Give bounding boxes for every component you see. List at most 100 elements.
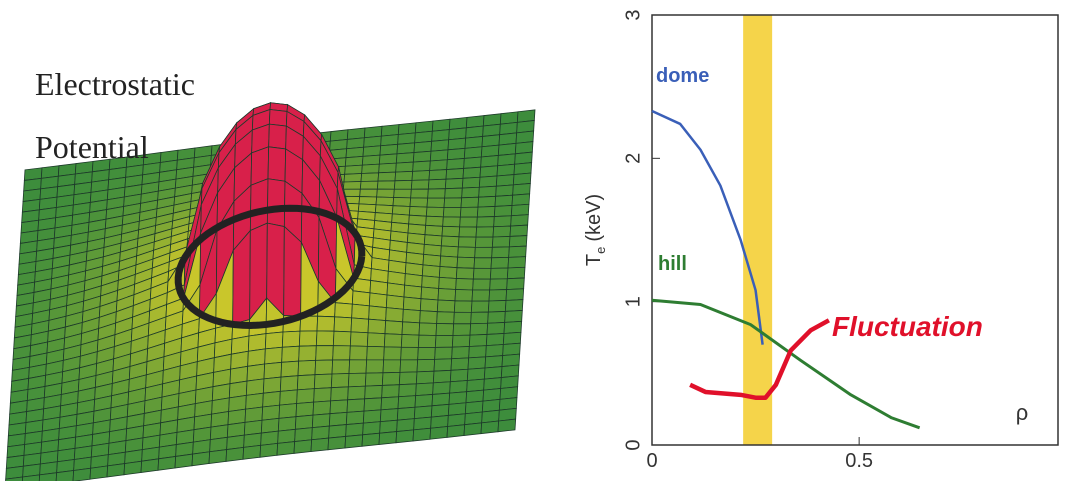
y-tick-label: 3	[622, 9, 644, 20]
surface-cell	[445, 168, 465, 180]
surface-cell	[72, 467, 92, 481]
surface-cell	[421, 264, 441, 278]
surface-cell	[446, 147, 466, 161]
surface-cell	[381, 384, 400, 399]
surface-cell	[402, 296, 422, 312]
surface-cell	[428, 169, 448, 181]
surface-cell	[345, 422, 364, 437]
surface-cell	[268, 109, 288, 127]
surface-cell	[485, 333, 505, 347]
surface-cell	[506, 277, 525, 290]
surface-cell	[281, 330, 301, 348]
y-axis-label: Te (keV)	[583, 194, 608, 266]
surface-cell	[483, 366, 503, 380]
surface-cell	[493, 215, 512, 228]
surface-cell	[426, 197, 446, 208]
surface-cell	[466, 378, 485, 393]
surface-cell	[375, 196, 395, 207]
surface-cell	[379, 408, 399, 423]
surface-cell	[454, 289, 474, 302]
surface-cell	[312, 400, 332, 416]
surface-cell	[260, 430, 279, 446]
surface-cell	[157, 455, 177, 471]
surface-cell	[504, 299, 524, 312]
surface-cell	[466, 367, 486, 381]
surface-cell	[507, 256, 527, 269]
surface-cell	[444, 177, 464, 190]
surface-cell	[437, 288, 457, 302]
surface-cell	[410, 188, 429, 199]
surface-cell	[430, 403, 450, 418]
surface-cell	[344, 164, 363, 175]
surface-cell	[328, 424, 347, 439]
surface-cell	[439, 255, 459, 269]
surface-ring	[174, 204, 366, 329]
surface-cell	[440, 245, 459, 258]
surface-cell	[408, 206, 428, 217]
surface-cell	[497, 418, 517, 433]
surface-cell	[278, 403, 298, 419]
surface-cell	[262, 390, 281, 408]
surface-cell	[446, 158, 465, 170]
surface-cell	[268, 123, 287, 150]
surface-cell	[503, 320, 523, 334]
surface-cell	[473, 257, 493, 269]
surface-cell	[424, 224, 444, 237]
surface-cell	[501, 353, 521, 368]
plot-frame	[651, 14, 1059, 446]
surface-cell	[494, 194, 514, 207]
surface-cell	[385, 294, 405, 310]
surface-cell	[513, 162, 533, 176]
surface-cell	[399, 359, 419, 373]
surface-cell	[496, 163, 516, 177]
surface-cell	[450, 357, 470, 371]
surface-cell	[264, 346, 283, 365]
surface-cell	[395, 161, 414, 173]
surface-cell	[470, 311, 489, 325]
surface-cell	[432, 369, 452, 384]
surface-cell	[343, 173, 363, 183]
surface-cell	[500, 364, 520, 378]
surface-cell	[441, 225, 461, 238]
highlight-band	[743, 15, 773, 445]
y-tick-label: 2	[622, 153, 644, 164]
surface-cell	[463, 156, 482, 169]
surface-cell	[267, 146, 287, 182]
surface-cell	[432, 381, 451, 395]
surface-cell	[400, 334, 420, 348]
surface-cell	[349, 331, 369, 347]
surface-cell	[458, 226, 478, 238]
surface-cell	[245, 392, 264, 410]
surface-cell	[310, 437, 330, 452]
surface-cell	[491, 236, 511, 248]
surface-cell	[315, 330, 335, 347]
surface-cell	[431, 392, 451, 407]
surface-cell	[314, 359, 334, 376]
surface-cell	[280, 360, 300, 378]
surface-cell	[277, 428, 296, 444]
surface-cell	[487, 310, 506, 324]
surface-cell	[297, 359, 317, 377]
surface-cell	[453, 311, 472, 325]
surface-cell	[459, 206, 479, 218]
series-line	[651, 109, 764, 345]
surface-cell	[279, 389, 298, 406]
surface-cell	[512, 172, 532, 186]
surface-cell	[417, 334, 437, 348]
surface-cell	[472, 278, 491, 291]
surface-cell	[414, 394, 434, 408]
surface-cell	[457, 246, 476, 259]
surface-cell	[420, 286, 440, 301]
surface-cell	[478, 175, 498, 188]
surface-cell	[364, 372, 384, 387]
surface-cell	[247, 333, 267, 352]
surface-cell	[106, 463, 126, 478]
surface-cell	[349, 345, 368, 361]
surface-cell	[463, 146, 483, 159]
surface-cell	[429, 149, 449, 162]
surface-cell	[480, 155, 499, 168]
surface-cell	[351, 303, 370, 320]
surface-cell	[476, 216, 495, 228]
surface-cell	[361, 154, 381, 166]
